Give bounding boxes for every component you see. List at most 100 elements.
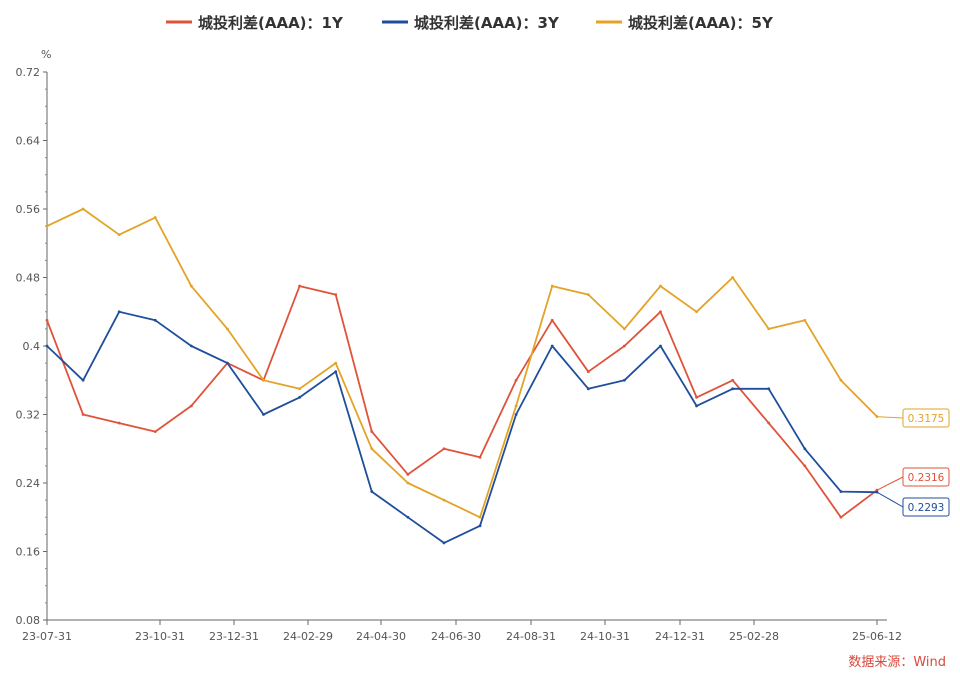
data-point [622, 378, 626, 382]
data-point [803, 447, 807, 451]
y-tick-label: 0.56 [16, 203, 41, 216]
data-point [514, 404, 518, 408]
end-label-leader [876, 416, 904, 419]
x-tick-label: 24-02-29 [283, 630, 333, 643]
y-tick-label: 0.16 [16, 546, 41, 559]
data-point [622, 344, 626, 348]
x-tick-label: 25-02-28 [729, 630, 779, 643]
end-label-value: 0.2316 [908, 472, 945, 484]
data-point [189, 284, 193, 288]
data-point [478, 455, 482, 459]
data-point [334, 361, 338, 365]
y-tick-label: 0.32 [16, 409, 41, 422]
data-point [839, 490, 843, 493]
data-point [659, 310, 662, 314]
y-axis: 0.08 0.16 0.24 0.32 0.4 0.48 0.56 0.64 0.72 [16, 66, 48, 627]
y-tick-label: 0.64 [16, 135, 41, 148]
data-point [81, 413, 85, 416]
end-label-box [902, 408, 950, 428]
data-point [514, 413, 518, 416]
data-point [117, 310, 121, 314]
data-point [262, 413, 265, 416]
data-point [695, 404, 698, 408]
data-point [406, 473, 410, 476]
legend-label: 城投利差(AAA)：5Y [628, 14, 774, 32]
legend-label: 城投利差(AAA)：3Y [414, 14, 560, 32]
data-point [731, 387, 735, 391]
y-tick-label: 0.4 [23, 340, 41, 353]
data-point [839, 378, 843, 382]
data-point [370, 490, 374, 493]
data-point [298, 387, 302, 391]
x-tick-label: 24-06-30 [431, 630, 481, 643]
data-point [478, 515, 482, 519]
data-point [226, 361, 229, 365]
data-point [81, 207, 85, 211]
data-point [153, 430, 157, 434]
data-point [117, 233, 121, 237]
data-point [767, 327, 771, 331]
data-point [442, 541, 446, 545]
end-labels: 0.2316 0.2293 0.3175 [876, 408, 950, 517]
data-point [45, 318, 49, 322]
y-tick-label: 0.24 [16, 477, 41, 490]
data-point [442, 498, 446, 502]
data-point [334, 293, 338, 297]
x-tick-label: 23-07-31 [22, 630, 72, 643]
end-label-value: 0.3175 [908, 413, 945, 425]
source-note: 数据来源：Wind [848, 655, 946, 670]
data-point [81, 378, 85, 382]
x-tick-label: 24-04-30 [356, 630, 406, 643]
end-label-box [902, 467, 950, 487]
data-point [767, 387, 771, 391]
data-point [514, 378, 518, 382]
legend-label: 城投利差(AAA)：1Y [198, 14, 344, 32]
data-point [442, 447, 446, 451]
x-tick-label: 24-12-31 [655, 630, 705, 643]
y-axis-unit: % [41, 48, 51, 61]
data-point [803, 318, 807, 322]
data-point [298, 395, 302, 399]
data-point [550, 318, 554, 322]
data-point [803, 464, 807, 468]
data-point [731, 276, 735, 279]
data-point [153, 318, 157, 322]
data-point [406, 515, 410, 519]
data-point [153, 216, 157, 219]
y-tick-label: 0.08 [16, 614, 41, 627]
data-point [406, 481, 410, 485]
data-point [478, 524, 482, 528]
x-tick-label: 23-10-31 [135, 630, 185, 643]
data-point [550, 344, 554, 348]
data-point [622, 327, 626, 331]
data-point [298, 284, 302, 288]
series-line [46, 310, 878, 544]
data-point [226, 327, 229, 331]
x-tick-label: 24-10-31 [580, 630, 630, 643]
series-line [46, 285, 878, 519]
data-point [731, 378, 735, 382]
data-point [189, 344, 193, 348]
y-tick-label: 0.48 [16, 272, 41, 285]
data-point [586, 387, 590, 391]
data-point [586, 293, 590, 297]
data-point [45, 224, 49, 228]
data-point [370, 447, 374, 451]
end-label-box [902, 497, 950, 517]
data-point [370, 430, 374, 434]
data-point [659, 284, 662, 288]
data-point [839, 515, 843, 519]
series-line [46, 208, 878, 519]
data-point [550, 284, 554, 288]
x-tick-label: 24-08-31 [506, 630, 556, 643]
data-point [45, 344, 49, 348]
data-point [189, 404, 193, 408]
x-tick-label: 23-12-31 [209, 630, 259, 643]
data-point [695, 310, 698, 314]
data-point [334, 370, 338, 374]
data-point [659, 344, 662, 348]
x-axis: 23-07-31 23-10-31 23-12-31 24-02-29 24-04-30… [22, 619, 902, 643]
data-point [767, 421, 771, 425]
legend: 城投利差(AAA)：1Y 城投利差(AAA)：3Y 城投利差(AAA)：5Y [166, 14, 774, 32]
end-label-value: 0.2293 [908, 502, 945, 514]
